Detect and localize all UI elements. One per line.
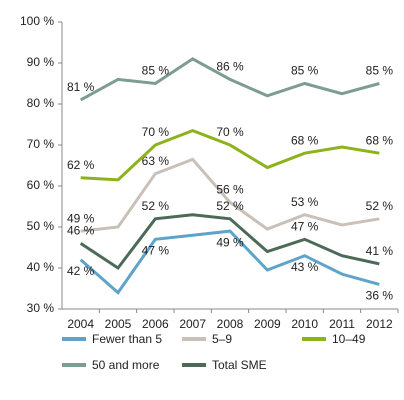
series-line: [80, 157, 380, 233]
x-tick-label: 2006: [142, 317, 169, 330]
x-tick-label: 2009: [254, 317, 281, 330]
legend-swatch: [182, 363, 206, 367]
data-label: 70 %: [216, 125, 244, 139]
legend-label: Fewer than 5: [92, 332, 163, 346]
legend-label: Total SME: [212, 358, 267, 372]
data-label: 86 %: [216, 60, 244, 74]
legend-swatch: [62, 337, 86, 341]
data-label: 85 %: [142, 64, 170, 78]
legend-label: 50 and more: [92, 358, 160, 372]
legend-item: 10–49: [302, 332, 365, 346]
series-line: [79, 229, 380, 295]
legend-label: 10–49: [332, 332, 366, 346]
data-label: 36 %: [366, 289, 394, 303]
data-label: 52 %: [142, 199, 170, 213]
y-tick-label: 100 %: [20, 14, 54, 28]
x-tick-label: 2007: [179, 317, 206, 330]
legend-swatch: [182, 337, 206, 341]
data-label: 49 %: [67, 211, 95, 225]
y-tick-label: 90 %: [27, 55, 55, 69]
data-label: 52 %: [216, 199, 244, 213]
data-label: 56 %: [216, 183, 244, 197]
legend-item: 50 and more: [62, 358, 159, 372]
data-label: 41 %: [366, 244, 394, 258]
y-tick-label: 70 %: [27, 137, 55, 151]
y-tick-label: 80 %: [27, 96, 55, 110]
legend-item: 5–9: [182, 332, 232, 346]
data-label: 52 %: [366, 199, 394, 213]
x-tick-label: 2008: [217, 317, 244, 330]
legend-swatch: [62, 363, 86, 367]
x-tick-label: 2012: [366, 317, 393, 330]
legend-item: Fewer than 5: [62, 332, 162, 346]
data-label: 70 %: [142, 125, 170, 139]
data-label: 43 %: [291, 260, 319, 274]
x-tick-label: 2010: [291, 317, 318, 330]
x-tick-label: 2004: [67, 317, 94, 330]
y-tick-label: 30 %: [27, 301, 55, 315]
y-tick-label: 50 %: [27, 219, 55, 233]
legend-item: Total SME: [182, 358, 267, 372]
y-tick-label: 40 %: [27, 260, 55, 274]
data-label: 85 %: [366, 64, 394, 78]
data-label: 46 %: [67, 224, 95, 238]
data-label: 85 %: [291, 64, 319, 78]
data-label: 42 %: [67, 264, 95, 278]
data-label: 47 %: [142, 243, 170, 257]
data-label: 63 %: [142, 154, 170, 168]
data-label: 53 %: [291, 195, 319, 209]
data-label: 49 %: [216, 235, 244, 249]
legend-swatch: [302, 337, 326, 341]
series-line: [80, 129, 380, 182]
series-line: [79, 213, 380, 271]
y-tick-label: 60 %: [27, 178, 55, 192]
chart: 30 % 40 % 50 % 60 % 70 % 80 % 90 % 100 % 2004 200…: [20, 14, 399, 330]
data-label: 68 %: [291, 133, 319, 147]
data-label: 68 %: [366, 133, 394, 147]
x-tick-label: 2011: [329, 317, 355, 330]
data-label: 47 %: [291, 219, 319, 233]
series-line: [79, 57, 380, 102]
data-label: 62 %: [67, 158, 95, 172]
data-label: 81 %: [67, 80, 95, 94]
x-tick-label: 2005: [105, 317, 132, 330]
legend-label: 5–9: [212, 332, 233, 346]
